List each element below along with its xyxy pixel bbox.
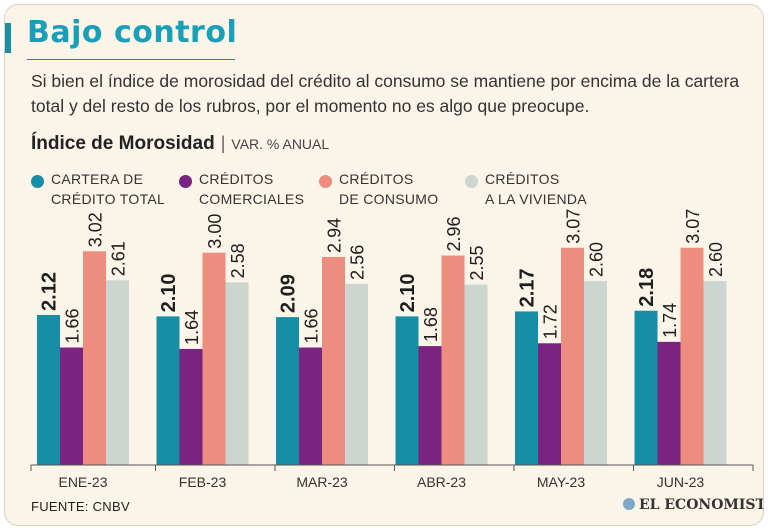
bar [106,280,129,465]
data-label: 2.10 [397,273,419,312]
bar [680,247,704,465]
bar [441,255,465,465]
legend-label-cartera-total: CARTERA DE CRÉDITO TOTAL [51,169,165,209]
bar [561,247,584,465]
brand-logo: EL ECONOMISTA [623,497,764,513]
legend-swatch-cartera-total [31,175,44,188]
chart-unit: VAR. % ANUAL [231,136,330,152]
legend-label-line: CRÉDITOS [339,171,414,187]
subtitle: Si bien el índice de morosidad del crédi… [31,71,740,116]
bar-chart: 2.121.663.022.61ENE-232.101.643.002.58FE… [30,209,754,490]
bar [156,316,180,465]
data-label: 3.07 [564,209,584,244]
x-tick-label: MAY-23 [537,474,585,490]
page-title: Bajo control [27,15,238,50]
data-label: 2.55 [467,245,487,280]
chart-title: Índice de Morosidad [31,133,215,154]
data-label: 1.74 [660,303,680,338]
title-underline [27,59,235,60]
data-label: 2.17 [517,268,539,307]
bar [37,314,60,465]
data-label: 2.61 [109,241,129,276]
bar [322,256,345,465]
legend-label-line: CARTERA DE [51,171,144,187]
bar [634,310,658,465]
newspaper-logo-icon [623,498,635,510]
data-label: 3.07 [683,209,703,244]
bar [703,281,727,465]
source-note: FUENTE: CNBV [31,499,130,514]
bar [83,251,106,465]
bar [276,317,299,465]
bar [464,284,488,465]
legend-label-comerciales: CRÉDITOS COMERCIALES [199,169,304,209]
title-accent-bar [5,23,11,53]
legend-label-vivienda: CRÉDITOS A LA VIVIENDA [485,169,587,209]
x-tick-label: FEB-23 [179,474,227,490]
brand-name: EL ECONOMISTA [639,497,764,513]
data-label: 2.56 [348,245,368,280]
legend-label-line: COMERCIALES [199,191,305,207]
data-label: 2.94 [325,218,345,253]
data-label: 2.09 [278,274,300,313]
bar [657,341,681,465]
bar [60,347,83,465]
bar [299,347,322,465]
x-tick-label: ENE-23 [58,474,107,490]
data-label: 2.96 [444,216,464,251]
data-label: 2.60 [706,242,726,277]
data-label: 2.60 [587,242,607,277]
bar [179,348,203,465]
x-tick-label: ABR-23 [417,474,466,490]
data-label: 1.68 [421,307,441,342]
bar [345,283,368,465]
x-tick-label: MAR-23 [296,474,348,490]
legend-swatch-consumo [319,175,332,188]
chart-title-separator: | [220,133,226,153]
bar [418,346,442,465]
data-label: 1.64 [182,310,202,345]
data-label: 2.12 [39,272,61,311]
legend-label-consumo: CRÉDITOS DE CONSUMO [339,169,438,209]
data-label: 2.10 [158,273,180,312]
chart-heading: Índice de Morosidad | VAR. % ANUAL [31,133,329,155]
x-tick-label: JUN-23 [657,474,705,490]
data-label: 1.66 [63,308,83,343]
infographic-card: Bajo control Si bien el índice de morosi… [4,4,764,526]
bar [225,282,249,465]
legend-swatch-vivienda [465,175,478,188]
data-label: 3.02 [86,212,106,247]
data-label: 1.72 [541,304,561,339]
bar [584,281,607,465]
legend-label-line: DE CONSUMO [339,191,439,207]
data-label: 2.18 [636,268,658,307]
bar [202,252,226,465]
bar [395,316,419,465]
legend-label-line: CRÉDITOS [485,171,560,187]
data-label: 2.58 [228,243,248,278]
bar [538,343,561,465]
legend-swatch-comerciales [179,175,192,188]
legend-label-line: CRÉDITOS [199,171,274,187]
bar [515,311,538,465]
legend-label-line: CRÉDITO TOTAL [51,191,166,207]
legend-label-line: A LA VIVIENDA [485,191,587,207]
data-label: 1.66 [302,308,322,343]
data-label: 3.00 [205,214,225,249]
